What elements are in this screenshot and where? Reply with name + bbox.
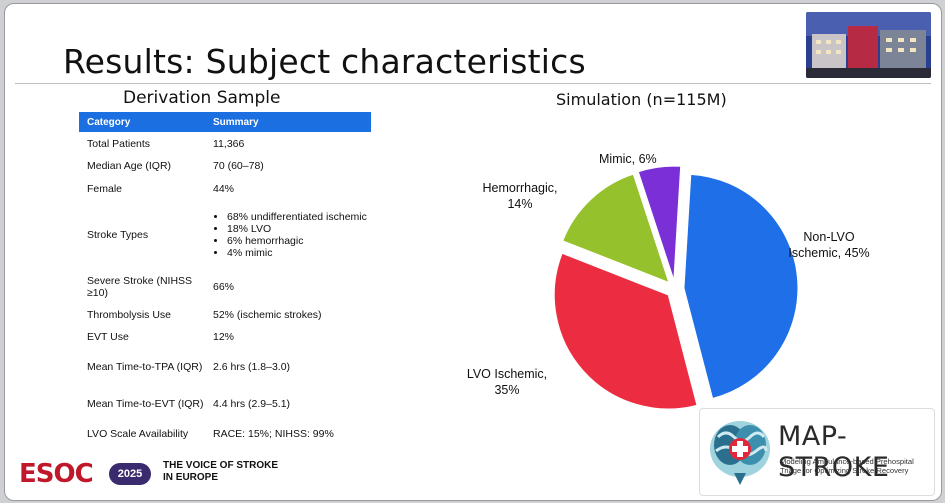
table-row: Median Age (IQR) 70 (60–78) bbox=[79, 155, 371, 177]
row-category: Thrombolysis Use bbox=[87, 309, 172, 321]
table-row: LVO Scale Availability RACE: 15%; NIHSS: … bbox=[79, 422, 371, 446]
table-header: Category Summary bbox=[79, 112, 371, 132]
label-hemorrhagic: Hemorrhagic, 14% bbox=[482, 181, 558, 211]
derivation-sample-heading: Derivation Sample bbox=[123, 88, 281, 108]
footer-line-2: IN EUROPE bbox=[163, 472, 219, 483]
row-summary: 52% (ischemic strokes) bbox=[213, 309, 322, 321]
pie-chart bbox=[553, 165, 799, 410]
header-summary: Summary bbox=[213, 116, 259, 128]
header-category: Category bbox=[87, 116, 131, 128]
slide-title: Results: Subject characteristics bbox=[63, 42, 586, 81]
row-summary: 66% bbox=[213, 280, 235, 293]
slice-non-lvo-ischemic bbox=[683, 173, 799, 400]
slice-mimic bbox=[637, 165, 682, 281]
title-divider bbox=[15, 83, 931, 84]
stroke-type-item: 6% hemorrhagic bbox=[227, 235, 371, 247]
row-category: Female bbox=[87, 183, 123, 195]
chart-title: Simulation (n=115M) bbox=[556, 90, 727, 109]
row-summary: 11,366 bbox=[213, 137, 245, 150]
map-stroke-logo: MAP-STROKE Modeling Ambulance-based Preh… bbox=[699, 408, 935, 496]
stroke-type-item: 4% mimic bbox=[227, 247, 371, 259]
label-mimic: Mimic, 6% bbox=[599, 152, 657, 166]
brain-icon bbox=[710, 421, 770, 485]
esoc-year-badge: 2025 bbox=[109, 463, 151, 485]
slice-lvo-ischemic bbox=[553, 252, 698, 410]
row-category: LVO Scale Availability bbox=[87, 428, 189, 440]
row-category: Mean Time-to-TPA (IQR) bbox=[87, 360, 203, 373]
row-summary: 12% bbox=[213, 331, 235, 343]
stroke-types-list: 68% undifferentiated ischemic18% LVO6% h… bbox=[213, 211, 371, 259]
row-category: Total Patients bbox=[87, 137, 151, 150]
row-category: Median Age (IQR) bbox=[87, 160, 172, 172]
table-row: Total Patients 11,366 bbox=[79, 132, 371, 155]
row-summary: 2.6 hrs (1.8–3.0) bbox=[213, 360, 291, 373]
table-row: EVT Use 12% bbox=[79, 326, 371, 348]
stroke-type-item: 18% LVO bbox=[227, 223, 371, 235]
slide: Results: Subject characteristics Derivat… bbox=[4, 3, 942, 501]
building-photo bbox=[806, 12, 931, 78]
row-summary: 4.4 hrs (2.9–5.1) bbox=[213, 397, 291, 410]
characteristics-table: Category Summary Total Patients 11,366 Med… bbox=[79, 112, 371, 446]
stroke-type-item: 68% undifferentiated ischemic bbox=[227, 211, 371, 223]
table-row: Mean Time-to-EVT (IQR) 4.4 hrs (2.9–5.1) bbox=[79, 385, 371, 422]
table-body: Total Patients 11,366 Median Age (IQR) 70 (… bbox=[79, 132, 371, 446]
row-summary: RACE: 15%; NIHSS: 99% bbox=[213, 428, 334, 440]
footer-line-1: THE VOICE OF STROKE bbox=[163, 460, 279, 471]
table-row: Mean Time-to-TPA (IQR) 2.6 hrs (1.8–3.0) bbox=[79, 348, 371, 385]
label-non-lvo: Non-LVO Ischemic, 45% bbox=[788, 230, 870, 260]
row-summary: 70 (60–78) bbox=[213, 160, 264, 172]
logo-name: MAP-STROKE bbox=[778, 421, 890, 483]
row-summary: 68% undifferentiated ischemic18% LVO6% h… bbox=[207, 211, 371, 259]
logo-tagline: Modeling Ambulance-based Prehospital Tri… bbox=[780, 457, 914, 475]
row-category: EVT Use bbox=[87, 331, 129, 343]
table-row: Female 44% bbox=[79, 177, 371, 201]
row-category: Severe Stroke (NIHSS ≥10) bbox=[87, 274, 193, 299]
row-summary: 44% bbox=[213, 183, 235, 195]
row-category: Stroke Types bbox=[87, 229, 149, 241]
esoc-logo: ESOC bbox=[19, 459, 94, 489]
footer-tagline: THE VOICE OF STROKE IN EUROPE bbox=[163, 460, 278, 484]
slice-hemorrhagic bbox=[562, 173, 670, 284]
table-row: Severe Stroke (NIHSS ≥10) 66% bbox=[79, 269, 371, 304]
row-category: Mean Time-to-EVT (IQR) bbox=[87, 397, 204, 410]
label-lvo: LVO Ischemic, 35% bbox=[466, 367, 548, 397]
table-row: Thrombolysis Use 52% (ischemic strokes) bbox=[79, 304, 371, 326]
table-row: Stroke Types 68% undifferentiated ischemi… bbox=[79, 201, 371, 269]
